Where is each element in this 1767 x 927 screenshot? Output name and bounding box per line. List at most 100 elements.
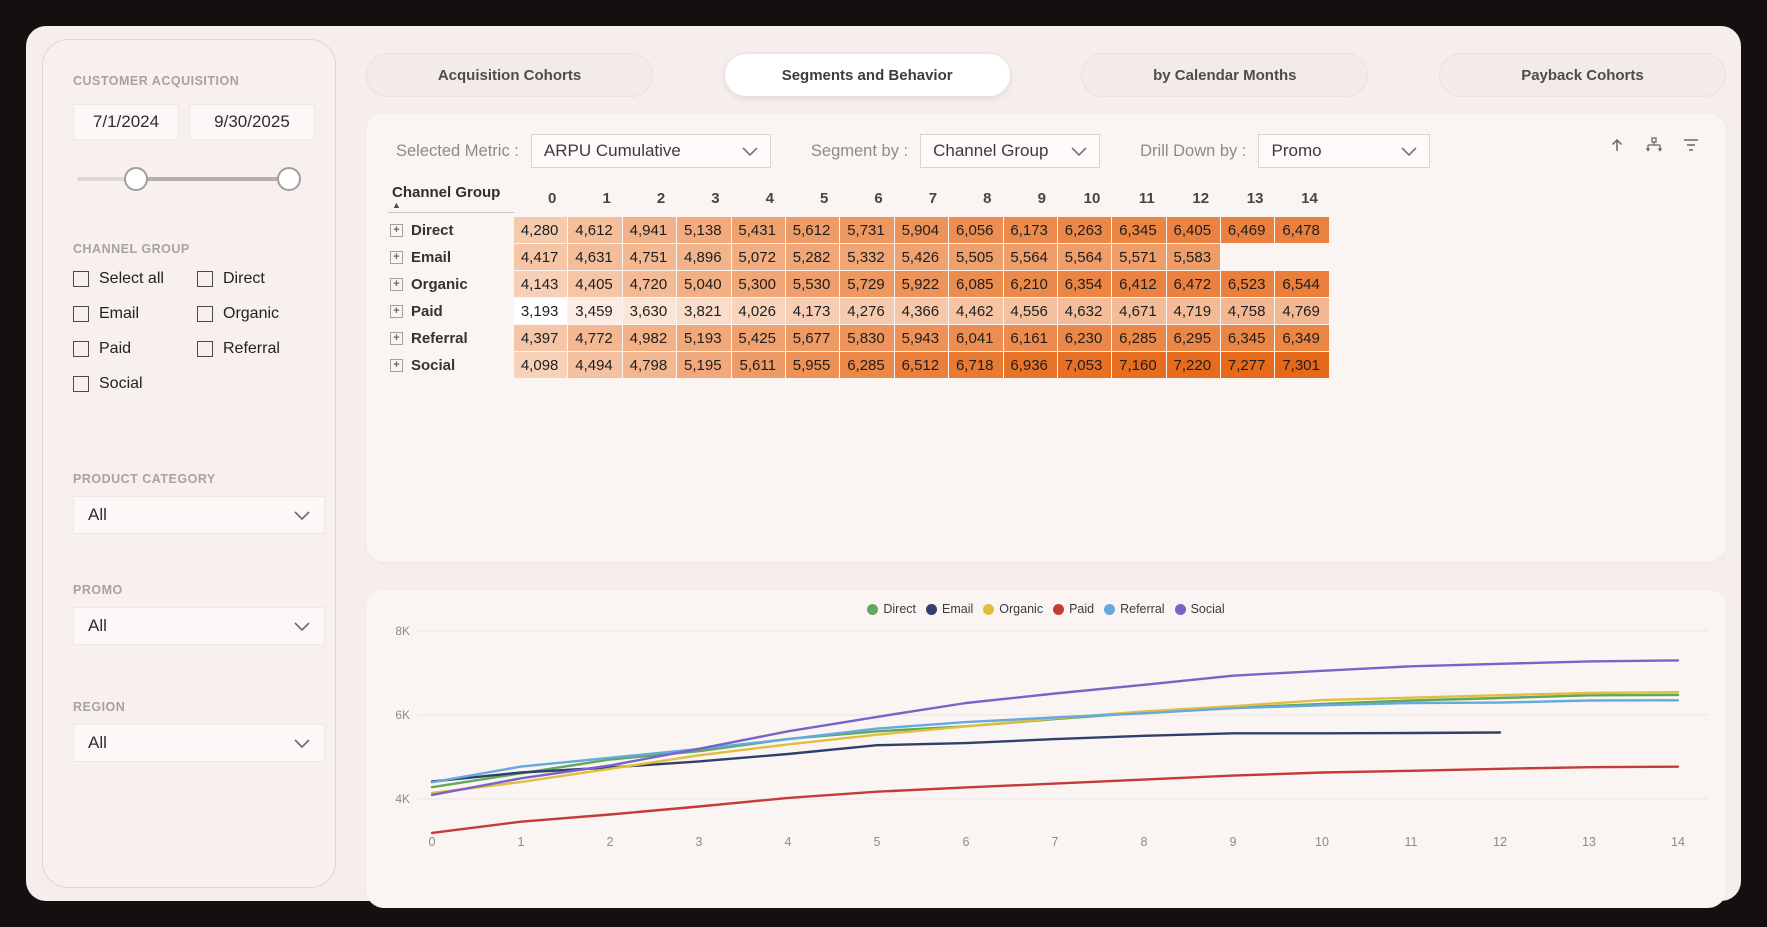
matrix-cell-paid-9[interactable]: 4,556 [1003,298,1057,324]
matrix-cell-referral-10[interactable]: 6,230 [1057,325,1112,351]
matrix-cell-direct-10[interactable]: 6,263 [1057,217,1112,243]
matrix-cell-direct-12[interactable]: 6,405 [1166,217,1221,243]
matrix-column-header-5[interactable]: 5 [820,190,829,207]
matrix-cell-organic-8[interactable]: 6,085 [949,271,1003,297]
matrix-cell-email-9[interactable]: 5,564 [1003,244,1057,270]
checkbox-icon[interactable] [73,271,89,287]
matrix-cell-direct-5[interactable]: 5,612 [785,217,840,243]
matrix-cell-direct-0[interactable]: 4,280 [514,217,568,243]
selected-metric-dropdown[interactable]: ARPU Cumulative [530,134,771,168]
matrix-row-label-referral[interactable]: + Referral [388,325,513,351]
expand-plus-icon[interactable]: + [390,358,403,372]
slider-handle-start[interactable] [124,167,149,191]
region-dropdown[interactable]: All [73,724,325,762]
matrix-column-header-9[interactable]: 9 [1037,190,1046,207]
date-from-input[interactable]: 7/1/2024 [73,104,179,140]
matrix-cell-referral-3[interactable]: 5,193 [677,325,731,351]
legend-item-referral[interactable]: Referral [1104,602,1165,616]
matrix-cell-referral-6[interactable]: 5,830 [840,325,894,351]
matrix-row-label-organic[interactable]: + Organic [388,271,513,297]
matrix-cell-paid-13[interactable]: 4,758 [1221,298,1275,324]
matrix-cell-email-7[interactable]: 5,426 [894,244,949,270]
matrix-cell-direct-8[interactable]: 6,056 [949,217,1003,243]
promo-dropdown[interactable]: All [73,607,325,645]
matrix-cell-direct-9[interactable]: 6,173 [1003,217,1057,243]
matrix-column-header-7[interactable]: 7 [928,190,938,207]
matrix-cell-direct-6[interactable]: 5,731 [840,217,894,243]
matrix-cell-paid-3[interactable]: 3,821 [677,298,731,324]
matrix-column-header-3[interactable]: 3 [711,190,720,207]
matrix-cell-social-3[interactable]: 5,195 [677,352,731,378]
expand-plus-icon[interactable]: + [390,223,403,237]
legend-item-direct[interactable]: Direct [867,602,916,616]
matrix-cell-social-2[interactable]: 4,798 [622,352,677,378]
matrix-cell-paid-12[interactable]: 4,719 [1166,298,1221,324]
matrix-column-header-8[interactable]: 8 [983,190,992,207]
tab-acquisition-cohorts[interactable]: Acquisition Cohorts [366,53,653,97]
matrix-column-header-12[interactable]: 12 [1192,190,1210,207]
matrix-cell-paid-14[interactable]: 4,769 [1275,298,1329,324]
matrix-cell-social-7[interactable]: 6,512 [894,352,949,378]
matrix-cell-direct-2[interactable]: 4,941 [622,217,677,243]
matrix-column-header-0[interactable]: 0 [548,190,557,207]
matrix-cell-email-14[interactable] [1275,244,1328,270]
matrix-cell-email-6[interactable]: 5,332 [840,244,894,270]
matrix-cell-referral-9[interactable]: 6,161 [1003,325,1057,351]
matrix-cell-referral-7[interactable]: 5,943 [894,325,949,351]
matrix-cell-organic-0[interactable]: 4,143 [514,271,568,297]
checkbox-organic[interactable]: Organic [197,305,313,323]
matrix-cell-direct-4[interactable]: 5,431 [731,217,785,243]
matrix-cell-paid-0[interactable]: 3,193 [514,298,568,324]
matrix-cell-paid-11[interactable]: 4,671 [1112,298,1166,324]
matrix-cell-referral-2[interactable]: 4,982 [622,325,677,351]
checkbox-icon[interactable] [197,306,213,322]
matrix-column-header-10[interactable]: 10 [1083,190,1101,207]
matrix-cell-referral-13[interactable]: 6,345 [1221,325,1275,351]
sort-ascending-icon[interactable]: ▲ [392,200,401,210]
legend-item-email[interactable]: Email [926,602,973,616]
matrix-cell-organic-3[interactable]: 5,040 [677,271,731,297]
matrix-cell-social-11[interactable]: 7,160 [1112,352,1166,378]
matrix-cell-organic-11[interactable]: 6,412 [1112,271,1166,297]
expand-plus-icon[interactable]: + [390,331,403,345]
matrix-cell-organic-10[interactable]: 6,354 [1057,271,1112,297]
checkbox-icon[interactable] [73,341,89,357]
matrix-cell-social-12[interactable]: 7,220 [1166,352,1221,378]
matrix-row-header[interactable]: Channel Group ▲ [388,184,514,213]
matrix-cell-social-4[interactable]: 5,611 [731,352,785,378]
matrix-cell-referral-4[interactable]: 5,425 [731,325,785,351]
matrix-cell-paid-6[interactable]: 4,276 [840,298,894,324]
matrix-cell-direct-7[interactable]: 5,904 [894,217,949,243]
expand-plus-icon[interactable]: + [390,277,403,291]
slider-handle-end[interactable] [277,167,301,191]
checkbox-select-all[interactable]: Select all [73,270,197,288]
matrix-cell-social-10[interactable]: 7,053 [1057,352,1112,378]
matrix-column-header-2[interactable]: 2 [656,190,666,207]
tab-payback-cohorts[interactable]: Payback Cohorts [1438,53,1726,97]
matrix-cell-email-12[interactable]: 5,583 [1166,244,1221,270]
legend-item-paid[interactable]: Paid [1053,602,1094,616]
checkbox-direct[interactable]: Direct [197,270,313,288]
matrix-cell-referral-0[interactable]: 4,397 [514,325,568,351]
legend-item-organic[interactable]: Organic [983,602,1043,616]
matrix-cell-referral-1[interactable]: 4,772 [568,325,622,351]
checkbox-paid[interactable]: Paid [73,340,197,358]
matrix-cell-organic-1[interactable]: 4,405 [568,271,622,297]
matrix-cell-paid-5[interactable]: 4,173 [785,298,840,324]
matrix-cell-organic-2[interactable]: 4,720 [622,271,677,297]
matrix-column-header-14[interactable]: 14 [1301,190,1318,207]
matrix-cell-social-8[interactable]: 6,718 [949,352,1003,378]
drill-down-by-dropdown[interactable]: Promo [1258,134,1431,168]
matrix-cell-paid-10[interactable]: 4,632 [1057,298,1112,324]
matrix-cell-email-10[interactable]: 5,564 [1057,244,1112,270]
segment-by-dropdown[interactable]: Channel Group [920,134,1101,168]
matrix-cell-organic-5[interactable]: 5,530 [785,271,840,297]
matrix-row-label-social[interactable]: + Social [388,352,513,378]
legend-item-social[interactable]: Social [1174,602,1225,616]
expand-plus-icon[interactable]: + [390,304,403,318]
checkbox-social[interactable]: Social [73,375,197,393]
checkbox-icon[interactable] [73,376,89,392]
matrix-cell-email-13[interactable] [1221,244,1274,270]
matrix-column-header-11[interactable]: 11 [1138,190,1155,207]
matrix-cell-email-2[interactable]: 4,751 [622,244,677,270]
